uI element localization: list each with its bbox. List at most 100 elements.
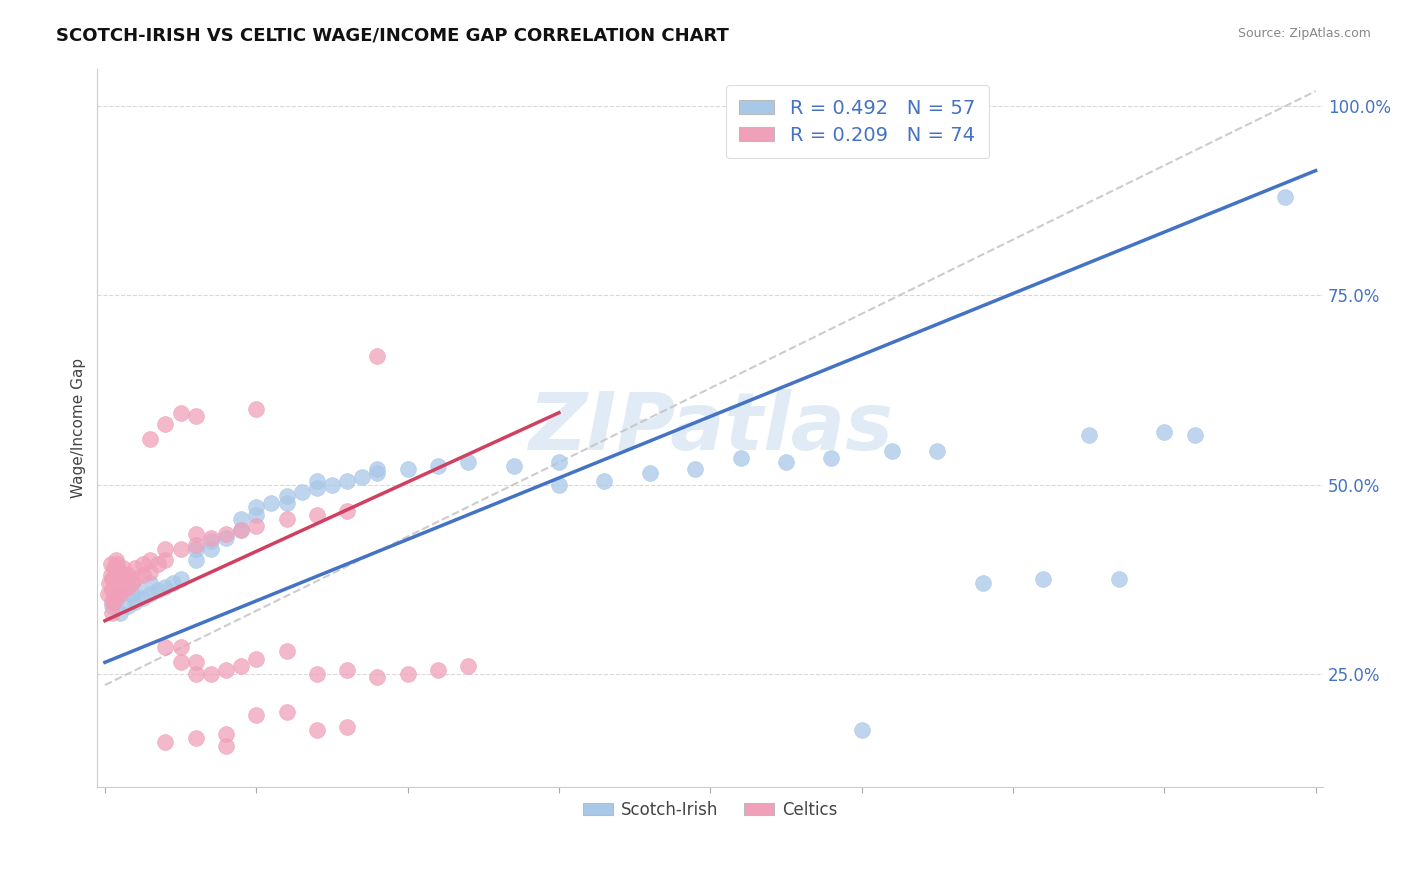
Point bbox=[103, 595, 125, 609]
Point bbox=[184, 656, 207, 670]
Point bbox=[105, 591, 128, 605]
Point bbox=[820, 451, 842, 466]
Point bbox=[105, 568, 128, 582]
Point bbox=[215, 531, 238, 545]
Point bbox=[229, 511, 252, 525]
Point bbox=[336, 474, 359, 488]
Point bbox=[132, 591, 155, 605]
Point bbox=[108, 606, 131, 620]
Point bbox=[200, 666, 222, 681]
Point bbox=[146, 583, 169, 598]
Point bbox=[245, 708, 267, 723]
Point bbox=[117, 599, 139, 613]
Point bbox=[107, 583, 129, 598]
Point bbox=[108, 565, 131, 579]
Point bbox=[215, 526, 238, 541]
Point bbox=[229, 659, 252, 673]
Point bbox=[245, 519, 267, 533]
Point bbox=[155, 553, 177, 567]
Point bbox=[276, 644, 298, 658]
Point bbox=[103, 561, 125, 575]
Point bbox=[155, 640, 177, 655]
Point bbox=[103, 583, 125, 598]
Point bbox=[184, 553, 207, 567]
Point bbox=[184, 541, 207, 556]
Point bbox=[124, 595, 146, 609]
Point bbox=[1077, 428, 1099, 442]
Point bbox=[1108, 572, 1130, 586]
Point bbox=[200, 531, 222, 545]
Point bbox=[1184, 428, 1206, 442]
Point bbox=[112, 572, 135, 586]
Point bbox=[112, 561, 135, 575]
Point bbox=[117, 580, 139, 594]
Legend: Scotch-Irish, Celtics: Scotch-Irish, Celtics bbox=[576, 794, 844, 826]
Point bbox=[336, 720, 359, 734]
Y-axis label: Wage/Income Gap: Wage/Income Gap bbox=[72, 358, 86, 498]
Point bbox=[98, 575, 121, 590]
Point bbox=[132, 557, 155, 571]
Point bbox=[457, 455, 479, 469]
Point bbox=[139, 575, 162, 590]
Point bbox=[108, 587, 131, 601]
Point bbox=[366, 349, 388, 363]
Point bbox=[169, 572, 191, 586]
Point bbox=[155, 417, 177, 431]
Point bbox=[260, 496, 283, 510]
Point bbox=[305, 723, 328, 738]
Point bbox=[927, 443, 949, 458]
Point bbox=[155, 735, 177, 749]
Point bbox=[101, 606, 124, 620]
Text: ZIPatlas: ZIPatlas bbox=[527, 389, 893, 467]
Point bbox=[502, 458, 524, 473]
Point bbox=[169, 541, 191, 556]
Point bbox=[184, 666, 207, 681]
Point bbox=[117, 568, 139, 582]
Point bbox=[101, 572, 124, 586]
Point bbox=[366, 671, 388, 685]
Point bbox=[276, 511, 298, 525]
Point bbox=[104, 553, 127, 567]
Point bbox=[229, 523, 252, 537]
Point bbox=[155, 580, 177, 594]
Point bbox=[184, 526, 207, 541]
Point bbox=[97, 587, 120, 601]
Point bbox=[396, 666, 419, 681]
Point bbox=[775, 455, 797, 469]
Point bbox=[593, 474, 616, 488]
Point bbox=[105, 587, 128, 601]
Point bbox=[1032, 572, 1054, 586]
Point bbox=[104, 575, 127, 590]
Point bbox=[184, 538, 207, 552]
Point bbox=[104, 587, 127, 601]
Point bbox=[972, 575, 994, 590]
Point bbox=[336, 504, 359, 518]
Point bbox=[105, 557, 128, 571]
Point bbox=[638, 467, 661, 481]
Point bbox=[184, 409, 207, 424]
Point bbox=[108, 587, 131, 601]
Point bbox=[276, 489, 298, 503]
Point bbox=[105, 580, 128, 594]
Point bbox=[880, 443, 903, 458]
Point bbox=[245, 500, 267, 515]
Point bbox=[457, 659, 479, 673]
Point bbox=[305, 508, 328, 522]
Point bbox=[426, 458, 449, 473]
Point bbox=[548, 477, 571, 491]
Text: Source: ZipAtlas.com: Source: ZipAtlas.com bbox=[1237, 27, 1371, 40]
Point bbox=[155, 541, 177, 556]
Point bbox=[276, 496, 298, 510]
Point bbox=[291, 485, 314, 500]
Point bbox=[245, 508, 267, 522]
Point bbox=[683, 462, 706, 476]
Point bbox=[101, 583, 124, 598]
Point bbox=[107, 572, 129, 586]
Point bbox=[124, 583, 146, 598]
Point bbox=[100, 568, 122, 582]
Point bbox=[366, 462, 388, 476]
Point bbox=[305, 474, 328, 488]
Point bbox=[169, 640, 191, 655]
Point bbox=[121, 575, 143, 590]
Point bbox=[124, 561, 146, 575]
